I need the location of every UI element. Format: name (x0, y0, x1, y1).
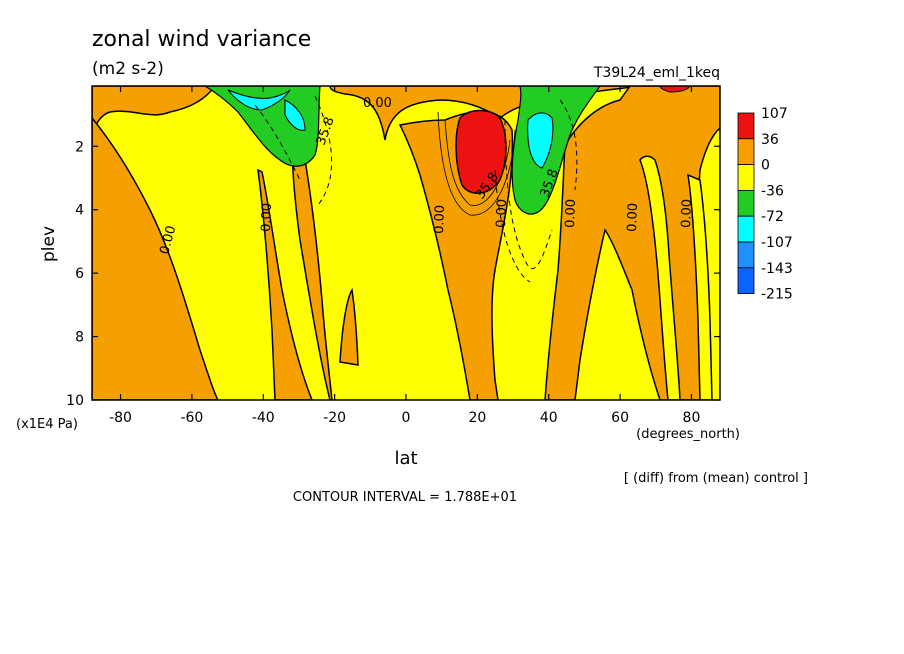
chart-title: zonal wind variance (92, 27, 311, 52)
yellow-tongue-nh (639, 155, 681, 400)
x-tick-label: 0 (402, 410, 411, 426)
positive-region-sh-mid (257, 168, 313, 400)
positive-region-nh-mid (544, 86, 720, 400)
negative-core-nh (527, 112, 554, 169)
y-axis-units: (x1E4 Pa) (16, 417, 78, 432)
x-tick-label: -80 (109, 410, 132, 426)
colorbar-swatch (737, 138, 755, 166)
x-axis-units: (degrees_north) (636, 427, 740, 442)
positive-core-nh-polar (659, 86, 691, 93)
positive-region-sh-polar (92, 86, 216, 136)
colorbar-label: 0 (761, 158, 770, 174)
x-tick-label: -60 (180, 410, 203, 426)
y-tick-label: 2 (75, 139, 84, 155)
x-tick-label: 20 (468, 410, 486, 426)
yellow-tongue-nh-2 (687, 173, 713, 400)
colorbar-label: -215 (761, 287, 793, 303)
negative-core-sh (227, 89, 291, 111)
colorbar-swatch (737, 215, 755, 243)
y-tick-label: 4 (75, 203, 84, 219)
colorbar-swatch (737, 164, 755, 191)
contour-label: 0.00 (157, 224, 179, 256)
contour-line-dashed (254, 104, 301, 181)
positive-region-sh-west (92, 116, 219, 400)
contour-line-dashed (314, 95, 333, 206)
colorbar-swatch (737, 112, 755, 140)
x-axis-label: lat (394, 448, 417, 469)
colorbar: 107 36 0 -36 -72 -107 -143 -215 (737, 106, 793, 303)
x-tick-label: 80 (683, 410, 701, 426)
contour-label: 0.00 (625, 203, 641, 232)
contour-line-dashed (559, 99, 578, 191)
y-tick-label: 8 (75, 330, 84, 346)
y-axis-label: plev (39, 226, 59, 262)
colorbar-swatch (737, 189, 755, 217)
contour-label: 0.00 (363, 96, 392, 111)
contour-line (437, 111, 516, 216)
run-label: T39L24_eml_1keq (593, 65, 720, 81)
y-tick-label: 10 (66, 393, 84, 409)
colorbar-label: 36 (761, 132, 779, 148)
contour-label: 0.00 (494, 199, 510, 228)
x-tick-label: -20 (323, 410, 346, 426)
chart-subtitle: (m2 s-2) (92, 59, 164, 79)
x-axis: -80 -60 -40 -20 0 20 40 60 80 (109, 86, 700, 426)
positive-region-eq-small (339, 287, 359, 366)
contour-interval: CONTOUR INTERVAL = 1.788E+01 (293, 490, 517, 505)
colorbar-swatch (737, 267, 755, 294)
colorbar-swatch (737, 241, 755, 269)
contour-line (444, 119, 511, 206)
contour-line-dashed (494, 169, 531, 283)
colorbar-label: -72 (761, 209, 784, 225)
contour-label: 0.00 (563, 199, 579, 228)
x-tick-label: -40 (252, 410, 275, 426)
negative-core-sh-2 (284, 99, 306, 131)
contour-label: 0.00 (679, 199, 695, 228)
contour-line-dashed (504, 119, 553, 269)
colorbar-label: -36 (761, 183, 784, 199)
contour-field (92, 86, 720, 400)
positive-region-sh-sub (291, 109, 333, 400)
x-tick-label: 60 (611, 410, 629, 426)
y-axis: 2 4 6 8 10 (66, 139, 720, 409)
y-tick-label: 6 (75, 266, 84, 282)
x-tick-label: 40 (540, 410, 558, 426)
colorbar-label: -143 (761, 261, 793, 277)
colorbar-label: 107 (761, 106, 788, 122)
contour-label: 0.00 (432, 205, 448, 234)
contour-label: 0.00 (259, 203, 275, 232)
colorbar-label: -107 (761, 235, 793, 251)
footnote: [ (diff) from (mean) control ] (624, 471, 808, 486)
